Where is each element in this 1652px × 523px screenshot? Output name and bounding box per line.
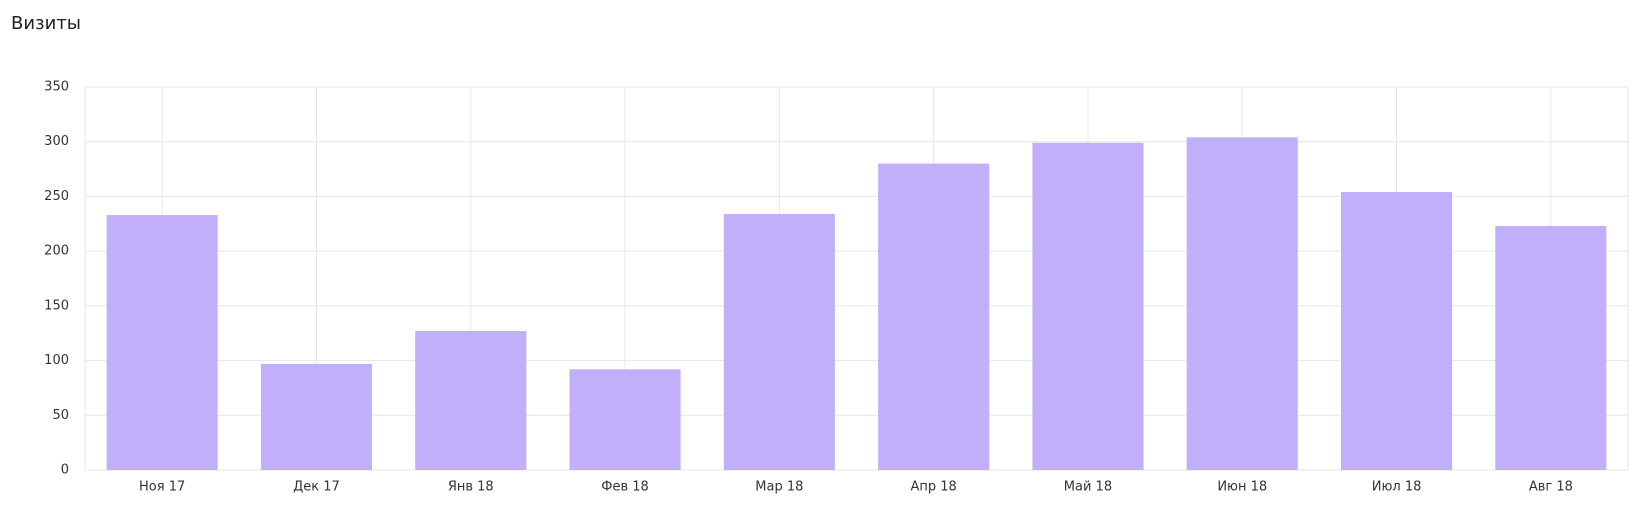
x-tick-label: Янв 18 xyxy=(448,480,494,495)
x-tick-label: Апр 18 xyxy=(910,480,956,495)
x-tick-label: Май 18 xyxy=(1064,480,1112,495)
y-tick-label: 150 xyxy=(44,298,69,313)
x-tick-label: Мар 18 xyxy=(755,480,803,495)
x-tick-label: Ноя 17 xyxy=(139,480,185,495)
bar xyxy=(415,331,527,470)
chart-title: Визиты xyxy=(11,13,81,34)
bar xyxy=(1186,137,1298,470)
x-tick-label: Авг 18 xyxy=(1529,480,1573,495)
bar xyxy=(1341,192,1453,470)
y-tick-label: 300 xyxy=(44,134,69,149)
y-tick-label: 50 xyxy=(52,408,69,423)
y-tick-label: 100 xyxy=(44,353,69,368)
y-tick-label: 250 xyxy=(44,189,69,204)
x-tick-label: Фев 18 xyxy=(601,480,649,495)
y-tick-label: 350 xyxy=(44,80,69,95)
bar xyxy=(260,363,372,470)
x-tick-label: Дек 17 xyxy=(293,480,340,495)
bar xyxy=(1032,142,1144,470)
y-tick-label: 0 xyxy=(61,463,69,478)
bar xyxy=(878,163,990,470)
bar xyxy=(106,215,218,470)
x-tick-label: Июл 18 xyxy=(1372,480,1422,495)
y-tick-label: 200 xyxy=(44,244,69,259)
bar xyxy=(569,369,681,470)
bar xyxy=(1495,225,1607,470)
bar xyxy=(723,213,835,471)
x-tick-label: Июн 18 xyxy=(1217,480,1267,495)
